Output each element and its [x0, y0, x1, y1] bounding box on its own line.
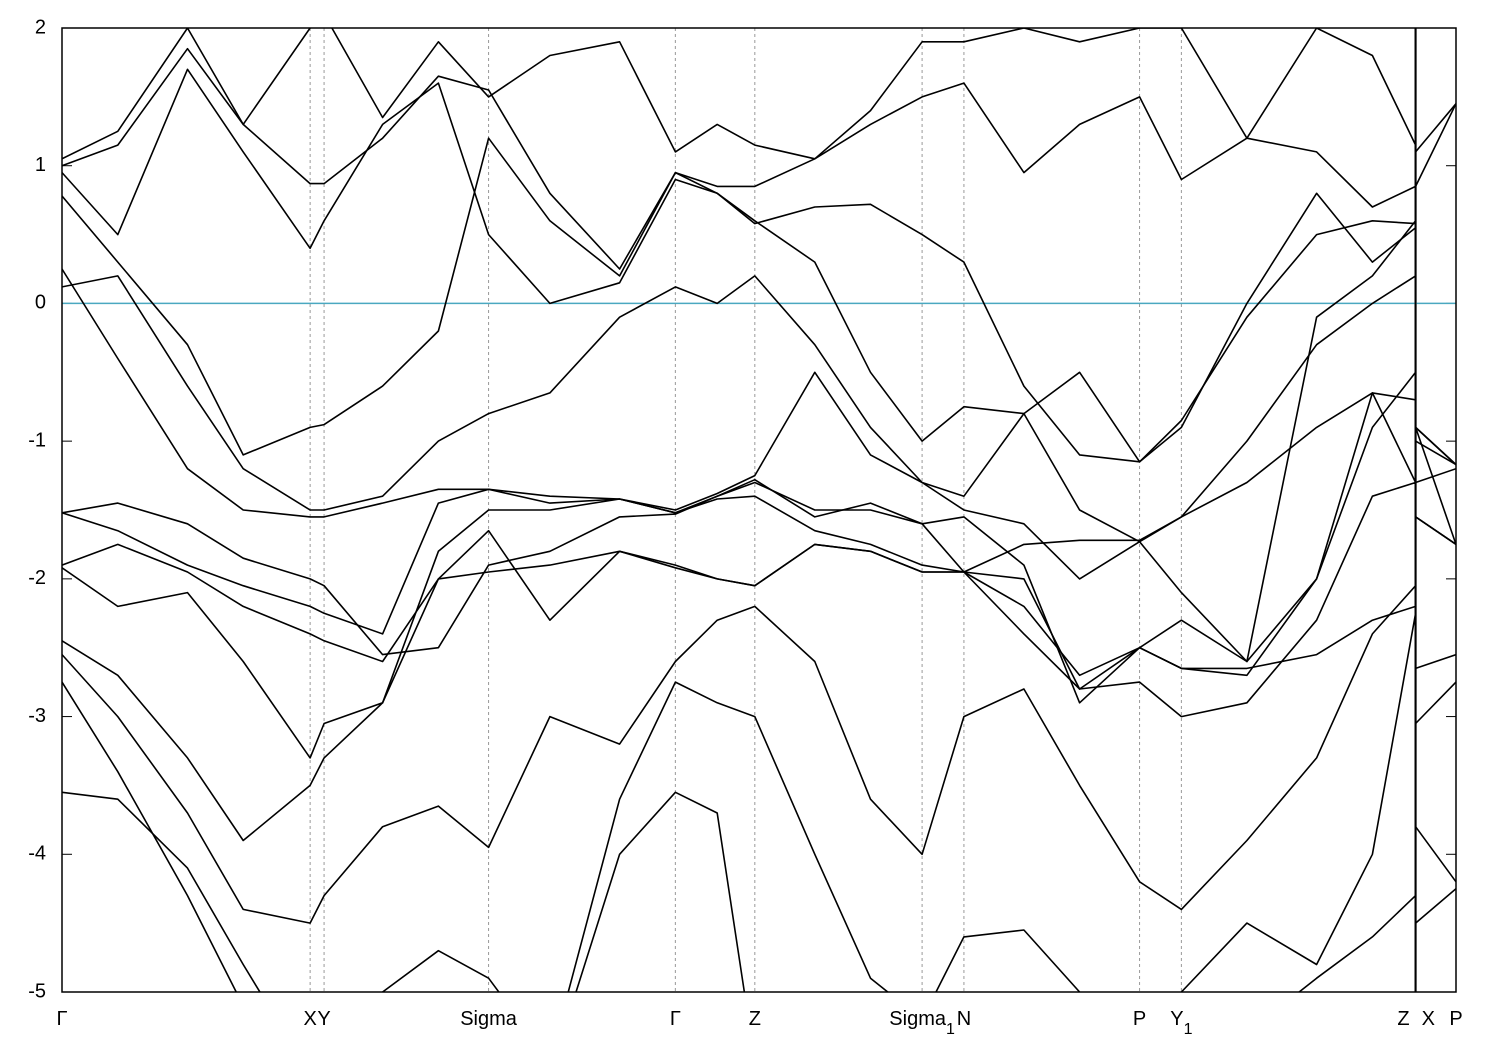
y-tick-label: 1: [35, 154, 46, 176]
x-tick-label: P: [1133, 1008, 1146, 1030]
band-line: [62, 137, 1456, 466]
y-tick-label: -3: [28, 705, 46, 727]
x-tick-label: Z: [1397, 1008, 1409, 1030]
x-tick-label-text: P: [1449, 1008, 1462, 1030]
x-tick-label-text: Z: [1397, 1008, 1409, 1030]
y-tick-label: -1: [28, 429, 46, 451]
band-line: [62, 612, 1456, 992]
bands: [62, 28, 1456, 992]
x-tick-label: Γ: [56, 1008, 67, 1030]
y-tick-label: -5: [28, 980, 46, 1002]
x-tick-label: X: [303, 1008, 316, 1030]
band-line: [62, 371, 1456, 704]
band-line: [62, 68, 1456, 663]
x-tick-label-text: Y: [1170, 1008, 1183, 1030]
x-tick-label-text: X: [1422, 1008, 1435, 1030]
y-tick-label: -2: [28, 567, 46, 589]
band-line: [62, 192, 1456, 511]
x-tick-label: P: [1449, 1008, 1462, 1030]
y-tick-label: -4: [28, 843, 46, 865]
x-tick-label-text: N: [957, 1008, 971, 1030]
band-line: [62, 392, 1456, 663]
x-tick-label-text: X: [303, 1008, 316, 1030]
x-tick-label: Z: [749, 1008, 761, 1030]
x-tick-label: N: [957, 1008, 971, 1030]
band-line: [62, 28, 1456, 160]
x-tick-label: Y1: [1170, 1008, 1192, 1038]
band-line: [62, 47, 1456, 270]
x-tick-label-text: Y: [317, 1008, 330, 1030]
x-tick-label-text: Γ: [670, 1008, 681, 1030]
x-tick-label: Y: [317, 1008, 330, 1030]
x-tick-label-text: Z: [749, 1008, 761, 1030]
x-tick-label-text: P: [1133, 1008, 1146, 1030]
x-tick-label: Γ: [670, 1008, 681, 1030]
x-tick-label: Sigma: [460, 1008, 518, 1030]
y-tick-label: 2: [35, 16, 46, 38]
plot-frame: [61, 27, 1457, 993]
band-line: [62, 584, 1456, 924]
band-line: [62, 268, 1456, 580]
x-tick-label: X: [1422, 1008, 1435, 1030]
x-tick-label-subscript: 1: [1184, 1021, 1193, 1038]
x-tick-label-text: Γ: [56, 1008, 67, 1030]
x-tick-label-subscript: 1: [946, 1021, 955, 1038]
band-line: [62, 481, 1456, 759]
x-tick-label: Sigma1: [889, 1008, 955, 1038]
x-tick-label-text: Sigma: [460, 1008, 518, 1030]
band-line: [62, 392, 1456, 690]
x-tick-label-text: Sigma: [889, 1008, 947, 1030]
y-tick-label: 0: [35, 292, 46, 314]
